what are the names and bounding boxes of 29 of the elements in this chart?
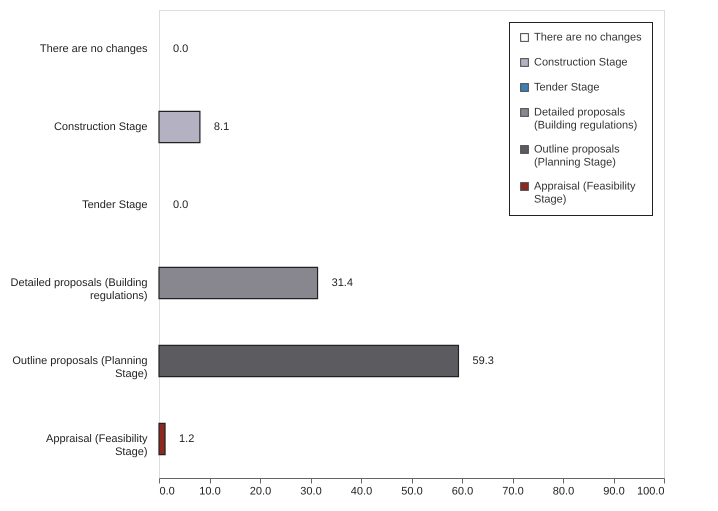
legend-label: Outline proposals (Planning Stage) xyxy=(534,144,620,168)
x-tick-label: 50.0 xyxy=(401,486,423,498)
data-label: 0.0 xyxy=(173,43,188,55)
legend-label: Tender Stage xyxy=(534,82,600,94)
x-tick-label: 60.0 xyxy=(452,486,474,498)
legend-label: Construction Stage xyxy=(534,56,628,68)
y-tick-label: Outline proposals (Planning Stage) xyxy=(12,355,148,380)
x-tick-label: 30.0 xyxy=(300,486,322,498)
data-label: 31.4 xyxy=(332,277,353,289)
data-label: 1.2 xyxy=(179,433,194,445)
y-tick-label: There are no changes xyxy=(40,43,148,55)
legend-label: Detailed proposals (Building regulations) xyxy=(534,106,638,132)
x-tick-label: 40.0 xyxy=(350,486,372,498)
data-label: 0.0 xyxy=(173,199,188,211)
y-tick-label: Detailed proposals (Building regulations) xyxy=(10,277,148,302)
x-tick-label: 70.0 xyxy=(502,486,524,498)
x-tick-label: 0.0 xyxy=(160,486,175,498)
y-tick-label: Construction Stage xyxy=(54,121,148,133)
y-tick-label: Appraisal (Feasibility Stage) xyxy=(46,433,148,458)
y-tick-label: Tender Stage xyxy=(82,199,148,211)
legend-label: There are no changes xyxy=(534,32,642,44)
x-tick-label: 90.0 xyxy=(603,486,625,498)
x-tick-label: 20.0 xyxy=(250,486,272,498)
data-label: 8.1 xyxy=(214,121,230,133)
x-tick-label: 80.0 xyxy=(552,486,574,498)
x-tick-label: 100.0 xyxy=(636,486,664,498)
legend-label: Appraisal (Feasibility Stage) xyxy=(534,180,636,206)
data-label: 59.3 xyxy=(472,355,494,367)
x-tick-label: 10.0 xyxy=(199,486,221,498)
